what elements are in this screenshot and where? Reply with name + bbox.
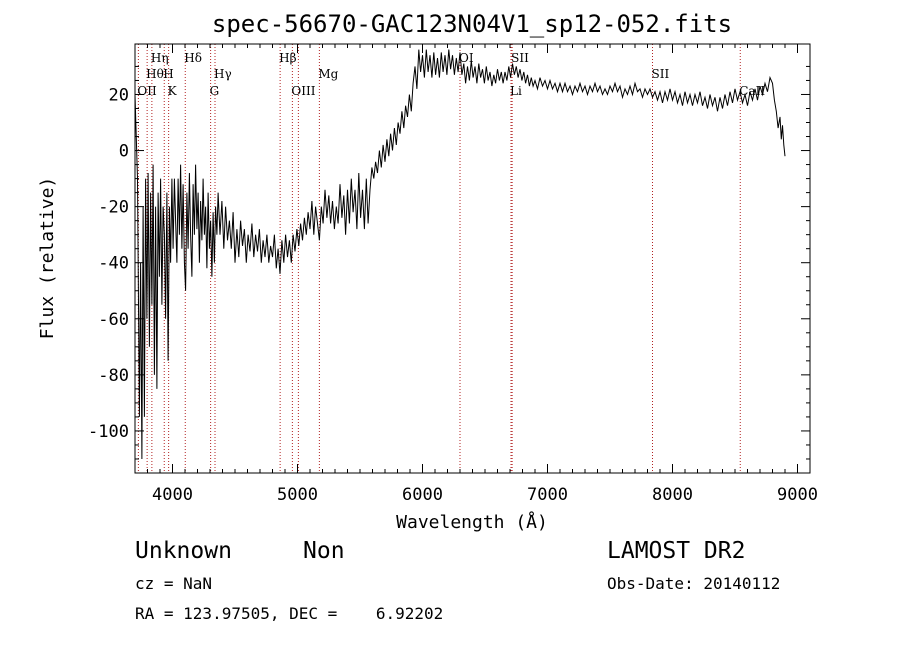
line-label-5: Hδ [184,51,202,65]
y-axis-ticks: -100 -80 -60 -40 -20 0 20 [88,65,810,460]
y-tick-label: -60 [98,310,129,330]
line-label-15: SII [652,67,670,81]
x-tick-label: 7000 [527,485,568,505]
x-tick-label: 4000 [152,485,193,505]
line-label-4: K [168,84,178,98]
line-label-0: OII [137,84,157,98]
observation-date: Obs-Date: 20140112 [607,574,781,593]
line-label-1: Hθ [146,67,164,81]
object-class: Unknown [135,538,232,564]
line-label-2: Hη [151,51,169,65]
x-tick-label: 9000 [777,485,818,505]
line-label-9: OIII [291,84,315,98]
line-label-6: Hγ [214,67,232,81]
x-axis-label: Wavelength (Å) [396,511,548,533]
sky-coordinates: RA = 123.97505, DEC = 6.92202 [135,604,444,623]
line-label-12: OI [459,51,474,65]
x-tick-label: 6000 [402,485,443,505]
line-label-7: G [210,84,220,98]
line-label-14: Li [510,84,522,98]
survey-name: LAMOST DR2 [607,538,746,564]
line-label-3: H [163,67,173,81]
line-label-11: Mg [318,67,338,81]
x-tick-label: 8000 [652,485,693,505]
spectral-line-markers [137,44,741,473]
spectrum-chart: spec-56670-GAC123N04V1_sp12-052.fits OII… [37,10,818,533]
plot-frame [134,43,811,474]
y-tick-label: 20 [109,85,129,105]
object-subclass: Non [303,538,345,564]
chart-title: spec-56670-GAC123N04V1_sp12-052.fits [212,10,732,38]
y-tick-label: -40 [98,254,129,274]
y-tick-label: -20 [98,198,129,218]
line-label-8: Hβ [279,51,296,65]
spectrum-trace [134,49,786,460]
x-axis-ticks: 4000 5000 6000 7000 8000 9000 [134,44,818,505]
y-tick-label: 0 [119,142,129,162]
line-label-13: SII [511,51,529,65]
y-tick-label: -100 [88,422,129,442]
redshift-cz: cz = NaN [135,574,213,593]
x-tick-label: 5000 [277,485,318,505]
y-axis-label: Flux (relative) [37,177,58,340]
y-tick-label: -80 [98,366,129,386]
